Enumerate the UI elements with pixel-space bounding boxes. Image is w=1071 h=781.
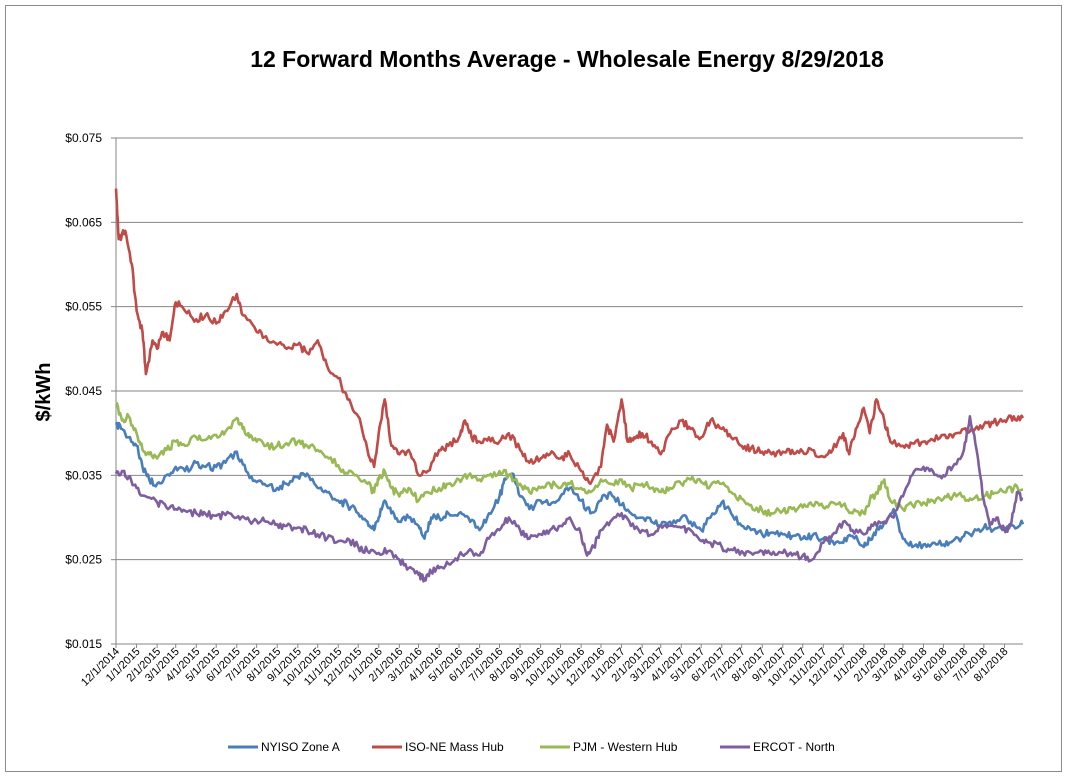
legend-label: ERCOT - North — [753, 740, 835, 754]
gridlines — [116, 137, 1023, 645]
x-tick-labels: 12/1/20141/1/20152/1/20153/1/20154/1/201… — [79, 646, 1011, 689]
series-lines — [114, 188, 1025, 583]
chart-frame — [5, 5, 1062, 772]
legend-label: ISO-NE Mass Hub — [405, 740, 504, 754]
y-tick-label: $0.075 — [65, 131, 102, 145]
series-line — [114, 188, 1025, 486]
y-tick-label: $0.055 — [65, 300, 102, 314]
y-tick-label: $0.025 — [65, 553, 102, 567]
y-axis-label: $/kWh — [33, 363, 55, 422]
legend-label: PJM - Western Hub — [573, 740, 678, 754]
legend: NYISO Zone A ISO-NE Mass Hub PJM - Western… — [228, 740, 835, 754]
y-tick-label: $0.015 — [65, 637, 102, 651]
series-line — [115, 402, 1023, 517]
y-tick-labels: $0.015 $0.025 $0.035 $0.045 $0.055 $0.065 $0.0… — [65, 131, 102, 651]
y-tick-label: $0.045 — [65, 384, 102, 398]
series-line — [114, 415, 1024, 583]
series-line — [114, 421, 1025, 550]
y-tick-label: $0.065 — [65, 215, 102, 229]
axes — [111, 137, 1023, 648]
legend-label: NYISO Zone A — [261, 740, 340, 754]
y-tick-label: $0.035 — [65, 468, 102, 482]
chart-title: 12 Forward Months Average - Wholesale En… — [250, 46, 884, 72]
